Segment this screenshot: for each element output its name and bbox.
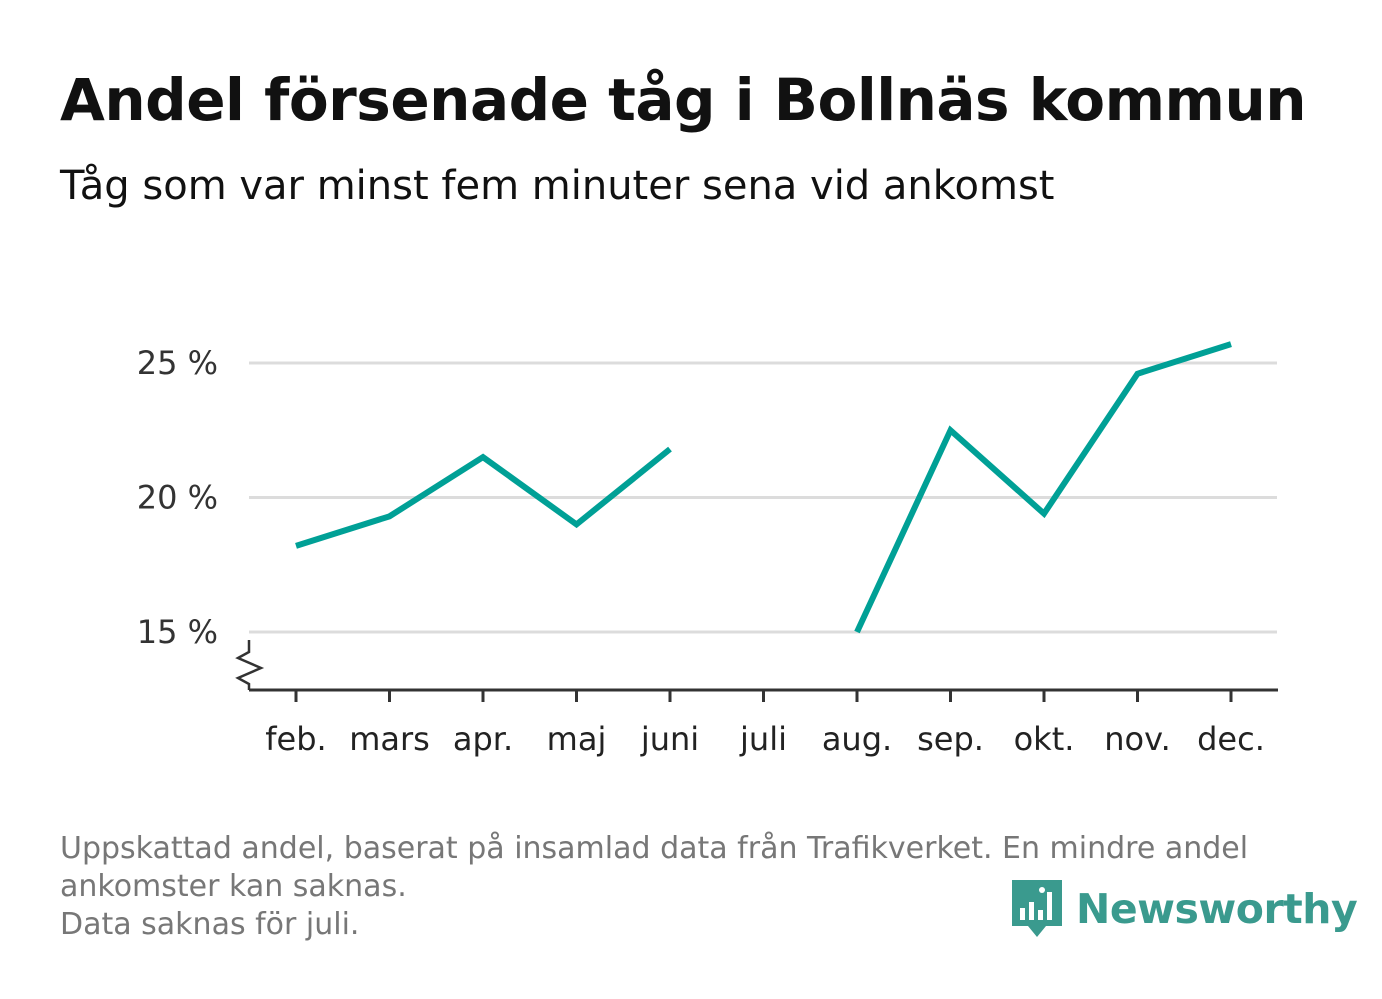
chart-title: Andel försenade tåg i Bollnäs kommun <box>60 66 1307 134</box>
x-axis <box>235 640 1278 692</box>
axis-break-marker <box>235 640 265 690</box>
x-tick-label: dec. <box>1197 720 1265 758</box>
y-tick-label: 15 % <box>137 613 218 651</box>
newsworthy-logo: Newsworthy <box>1012 880 1358 938</box>
x-tick-label: nov. <box>1104 720 1170 758</box>
x-tick-label: okt. <box>1014 720 1075 758</box>
newsworthy-logo-text: Newsworthy <box>1076 885 1358 933</box>
x-tick-label: juli <box>739 720 787 758</box>
y-axis-ticks: 15 % 20 % 25 % <box>137 344 218 651</box>
x-tick-label: juni <box>640 720 699 758</box>
y-tick-label: 25 % <box>137 344 218 382</box>
x-tick-label: sep. <box>917 720 984 758</box>
x-tick-label: aug. <box>822 720 892 758</box>
x-axis-ticks: feb. mars apr. maj juni juli aug. sep. okt. nov. d… <box>265 690 1265 758</box>
x-tick-label: feb. <box>265 720 326 758</box>
x-tick-label: apr. <box>453 720 513 758</box>
x-tick-label: maj <box>547 720 607 758</box>
newsworthy-logo-icon <box>1012 880 1062 937</box>
line-chart: 15 % 20 % 25 % feb. mars apr. maj juni juli aug.… <box>137 341 1278 758</box>
footnote-line-1: Uppskattad andel, baserat på insamlad da… <box>60 831 1249 866</box>
footnote-line-2: ankomster kan saknas. <box>60 869 407 904</box>
series-lines <box>295 341 1232 634</box>
footnote: Uppskattad andel, baserat på insamlad da… <box>60 830 1330 944</box>
chart-subtitle: Tåg som var minst fem minuter sena vid a… <box>60 163 1055 209</box>
series-line <box>854 341 1232 634</box>
y-tick-label: 20 % <box>137 479 218 517</box>
x-tick-label: mars <box>349 720 430 758</box>
gridlines <box>249 361 1277 634</box>
footnote-line-3: Data saknas för juli. <box>60 907 360 942</box>
